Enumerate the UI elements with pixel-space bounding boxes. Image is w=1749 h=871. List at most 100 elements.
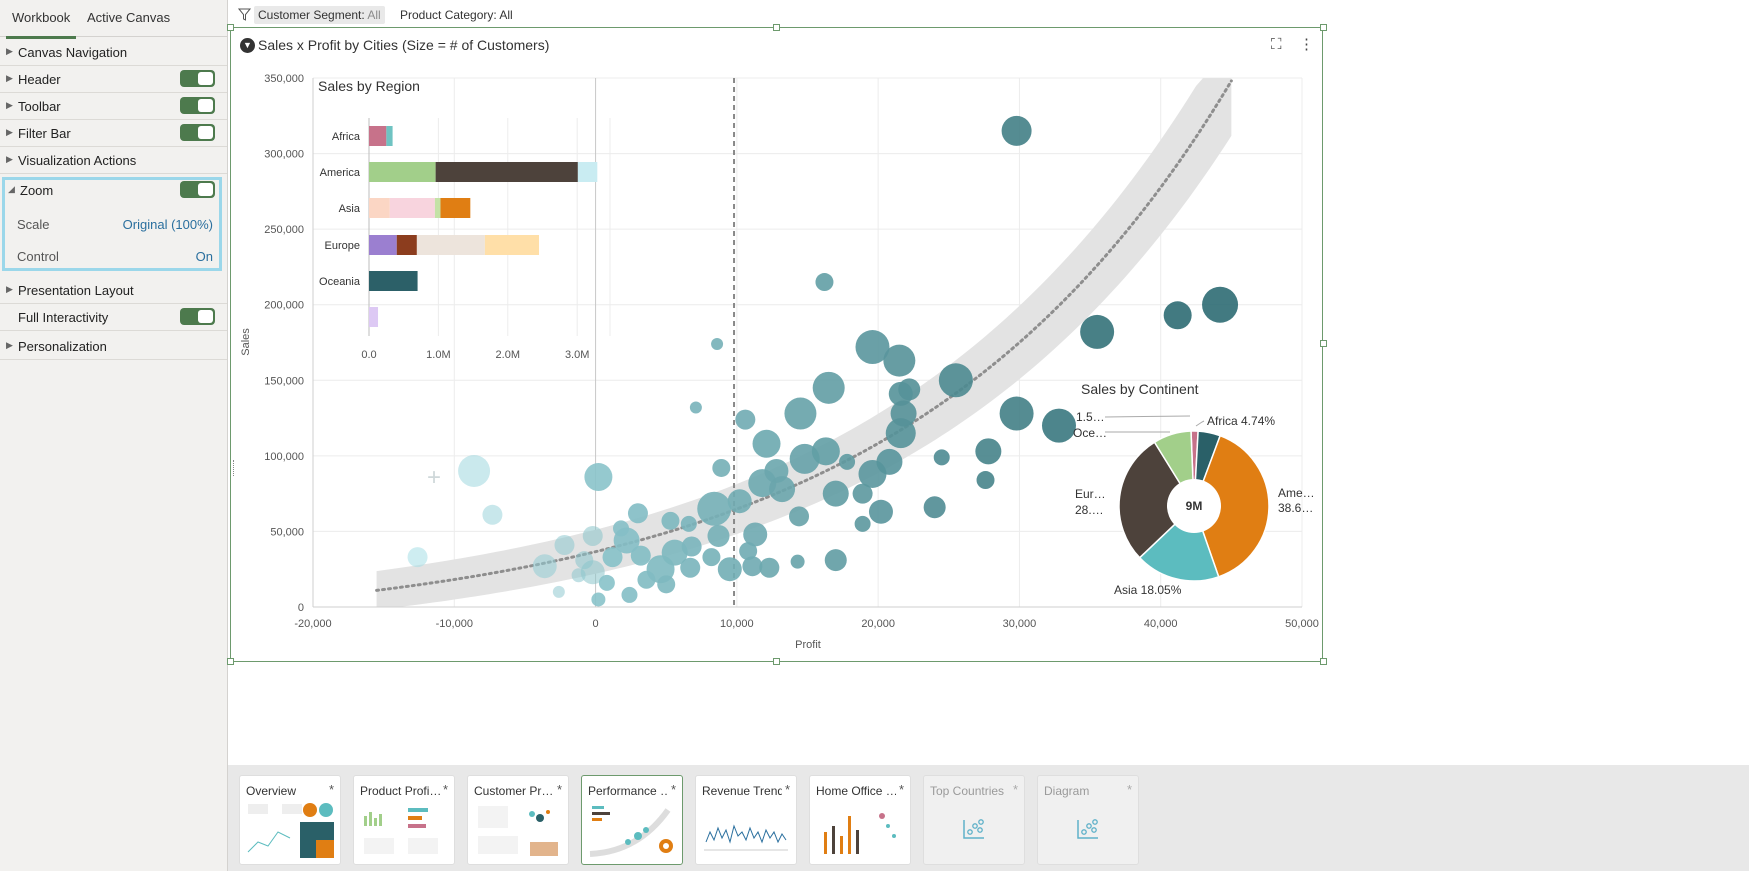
caret-down-icon[interactable]: ◢	[8, 184, 15, 194]
data-bubble	[752, 429, 781, 458]
section-label: Toolbar	[18, 99, 61, 114]
region-bar-segment	[369, 307, 379, 327]
caret-right-icon: ▶	[6, 127, 13, 137]
full-interactivity-toggle[interactable]	[180, 308, 215, 325]
data-bubble	[621, 586, 638, 603]
tab-active-canvas[interactable]: Active Canvas	[87, 10, 171, 25]
filter-product-category[interactable]: Product Category: All	[396, 6, 517, 24]
resize-handle[interactable]	[227, 658, 234, 665]
data-bubble	[938, 363, 973, 398]
data-bubble	[554, 535, 575, 556]
thumb-element	[364, 838, 394, 854]
region-bar-segment	[396, 235, 417, 255]
canvas-options-icon[interactable]: *	[328, 782, 334, 797]
resize-handle[interactable]	[773, 24, 780, 31]
region-bar-segment	[389, 198, 435, 218]
data-bubble	[591, 592, 606, 607]
region-bar-segment	[369, 126, 387, 146]
section-label[interactable]: Zoom	[20, 183, 54, 198]
x-axis-title: Profit	[795, 639, 821, 651]
resize-handle[interactable]	[1320, 24, 1327, 31]
thumb-element	[408, 824, 426, 828]
resize-handle[interactable]	[773, 658, 780, 665]
canvas-card-overview[interactable]: Overview *	[239, 775, 341, 865]
data-bubble	[598, 574, 615, 591]
section-label: Visualization Actions	[18, 153, 137, 168]
filter-icon[interactable]	[238, 8, 251, 21]
resize-handle[interactable]	[1320, 340, 1327, 347]
section-label: Presentation Layout	[18, 283, 134, 298]
data-bubble	[789, 506, 810, 527]
section-toolbar[interactable]: ▶ Toolbar	[0, 93, 227, 120]
section-canvas-navigation[interactable]: ▶ Canvas Navigation	[0, 39, 227, 66]
filter-bar-toggle[interactable]	[180, 124, 215, 141]
drag-grip[interactable]	[233, 460, 236, 476]
canvas-card-product-profit[interactable]: Product Profi… *	[353, 775, 455, 865]
data-bubble	[637, 570, 656, 589]
region-tick-label: 2.0M	[496, 349, 520, 361]
data-bubble	[975, 438, 1002, 465]
toolbar-toggle[interactable]	[180, 97, 215, 114]
caret-right-icon: ▶	[6, 73, 13, 83]
canvas-options-icon[interactable]: *	[784, 782, 790, 797]
y-axis-title: Sales	[240, 328, 252, 356]
canvas-card-diagram[interactable]: Diagram *	[1037, 775, 1139, 865]
canvas-options-icon[interactable]: *	[898, 782, 904, 797]
data-bubble	[868, 499, 893, 524]
scale-value[interactable]: Original (100%)	[122, 217, 213, 232]
control-value[interactable]: On	[195, 249, 213, 264]
data-bubble	[759, 557, 780, 578]
section-presentation-layout[interactable]: ▶ Presentation Layout	[0, 277, 227, 304]
data-bubble	[1001, 115, 1032, 146]
canvas-card-title: Top Countries	[930, 784, 1005, 798]
viz-title: Sales x Profit by Cities (Size = # of Cu…	[258, 37, 550, 53]
filter-customer-segment[interactable]: Customer Segment: All	[254, 6, 385, 24]
y-tick-label: 350,000	[264, 73, 304, 85]
tab-workbook[interactable]: Workbook	[5, 10, 77, 39]
properties-panel: Workbook Active Canvas ▶ Canvas Navigati…	[0, 0, 228, 871]
section-filter-bar[interactable]: ▶ Filter Bar	[0, 120, 227, 147]
x-tick-label: 30,000	[1003, 618, 1037, 630]
canvas-card-performance[interactable]: Performance … *	[581, 775, 683, 865]
donut-label-europe-pct: 28.…	[1075, 503, 1104, 517]
canvas-options-icon[interactable]: *	[1126, 782, 1132, 797]
resize-handle[interactable]	[227, 24, 234, 31]
data-bubble	[1080, 314, 1115, 349]
region-category-label: Oceania	[319, 276, 361, 288]
trend-line	[375, 79, 1233, 592]
caret-right-icon: ▶	[6, 154, 13, 164]
thumb-element	[529, 811, 535, 817]
data-bubble	[876, 448, 903, 475]
canvas-options-icon[interactable]: *	[670, 782, 676, 797]
header-toggle[interactable]	[180, 70, 215, 87]
canvas-options-icon[interactable]: *	[556, 782, 562, 797]
data-bubble	[552, 585, 565, 598]
data-bubble	[742, 556, 763, 577]
viz-type-icon[interactable]: ▼	[240, 38, 255, 53]
canvas-card-home-office[interactable]: Home Office … *	[809, 775, 911, 865]
data-bubble	[571, 568, 586, 583]
resize-handle[interactable]	[1320, 658, 1327, 665]
data-bubble	[482, 504, 503, 525]
canvas-options-icon[interactable]: *	[1012, 782, 1018, 797]
canvas-card-customer-profile[interactable]: Customer Pr… *	[467, 775, 569, 865]
canvas-card-revenue-trend[interactable]: Revenue Trend *	[695, 775, 797, 865]
x-tick-label: 20,000	[861, 618, 895, 630]
section-visualization-actions[interactable]: ▶ Visualization Actions	[0, 147, 227, 174]
expand-icon[interactable]: ⛶	[1271, 36, 1282, 53]
more-icon[interactable]: ⋮	[1299, 36, 1314, 53]
canvas-options-icon[interactable]: *	[442, 782, 448, 797]
x-tick-label: 0	[593, 618, 599, 630]
canvas-card-title: Revenue Trend	[702, 784, 782, 798]
zoom-toggle[interactable]	[180, 181, 215, 198]
canvas-card-top-countries[interactable]: Top Countries *	[923, 775, 1025, 865]
data-bubble	[680, 557, 701, 578]
thumb-element	[536, 814, 544, 822]
section-header[interactable]: ▶ Header	[0, 66, 227, 93]
region-bar-segment	[435, 162, 578, 182]
region-bar-segment	[440, 198, 471, 218]
donut-label-asia: Asia 18.05%	[1114, 583, 1182, 597]
caret-right-icon: ▶	[6, 284, 13, 294]
data-bubble	[584, 463, 613, 492]
section-personalization[interactable]: ▶ Personalization	[0, 333, 227, 360]
